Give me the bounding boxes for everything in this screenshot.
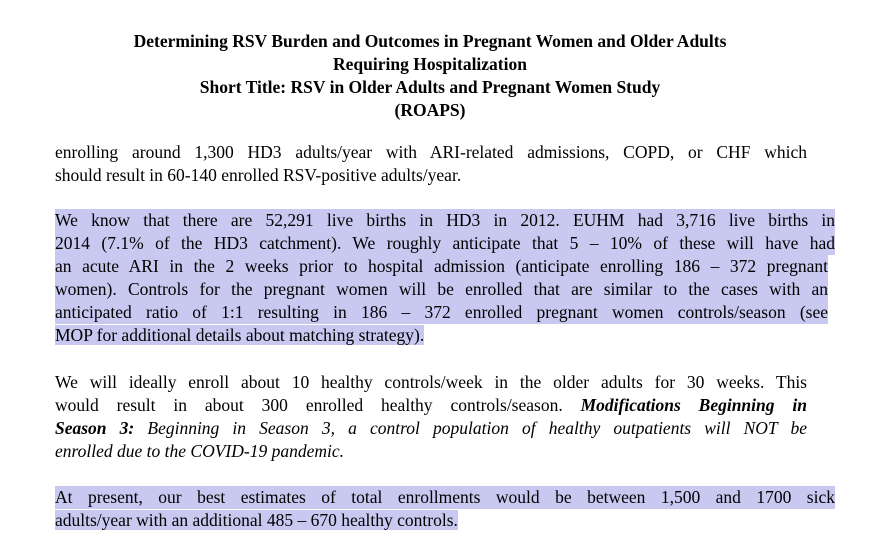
highlighted-line[interactable]: At present, our best estimates of total … [55, 486, 835, 509]
highlighted-line[interactable]: anticipated ratio of 1:1 resulting in 18… [55, 301, 828, 324]
paragraph-enrollment-adults: enrolling around 1,300 HD3 adults/year w… [55, 141, 807, 187]
modification-text: Beginning in Season 3, a control populat… [134, 418, 807, 438]
paragraph-total-enrollments-highlighted[interactable]: At present, our best estimates of total … [55, 486, 835, 532]
study-acronym: (ROAPS) [394, 100, 466, 120]
short-title: Short Title: RSV in Older Adults and Pre… [199, 77, 661, 97]
document-header: Determining RSV Burden and Outcomes in P… [60, 30, 800, 122]
paragraph-line: Season 3: Beginning in Season 3, a contr… [55, 417, 807, 440]
paragraph-line: We will ideally enroll about 10 healthy … [55, 372, 807, 392]
highlighted-line[interactable]: MOP for additional details about matchin… [55, 325, 425, 345]
season-label: Season 3: [55, 418, 135, 438]
paragraph-healthy-controls: We will ideally enroll about 10 healthy … [55, 371, 807, 463]
modifications-heading: Modifications Beginning in [580, 395, 807, 415]
highlighted-line[interactable]: women). Controls for the pregnant women … [55, 278, 828, 301]
highlighted-line[interactable]: We know that there are 52,291 live birth… [55, 209, 835, 232]
paragraph-line: enrolling around 1,300 HD3 adults/year w… [55, 142, 807, 162]
title-line-2: Requiring Hospitalization [333, 54, 527, 74]
title-line-1: Determining RSV Burden and Outcomes in P… [133, 31, 727, 51]
highlighted-line[interactable]: an acute ARI in the 2 weeks prior to hos… [55, 255, 828, 278]
highlighted-line[interactable]: 2014 (7.1% of the HD3 catchment). We rou… [55, 232, 835, 255]
paragraph-pregnant-women-highlighted[interactable]: We know that there are 52,291 live birth… [55, 209, 835, 347]
modification-text: enrolled due to the COVID-19 pandemic. [55, 441, 345, 461]
highlighted-line[interactable]: adults/year with an additional 485 – 670… [55, 510, 458, 530]
paragraph-line: should result in 60-140 enrolled RSV-pos… [55, 165, 462, 185]
paragraph-line-text: would result in about 300 enrolled healt… [55, 395, 581, 415]
paragraph-line: would result in about 300 enrolled healt… [55, 394, 807, 417]
